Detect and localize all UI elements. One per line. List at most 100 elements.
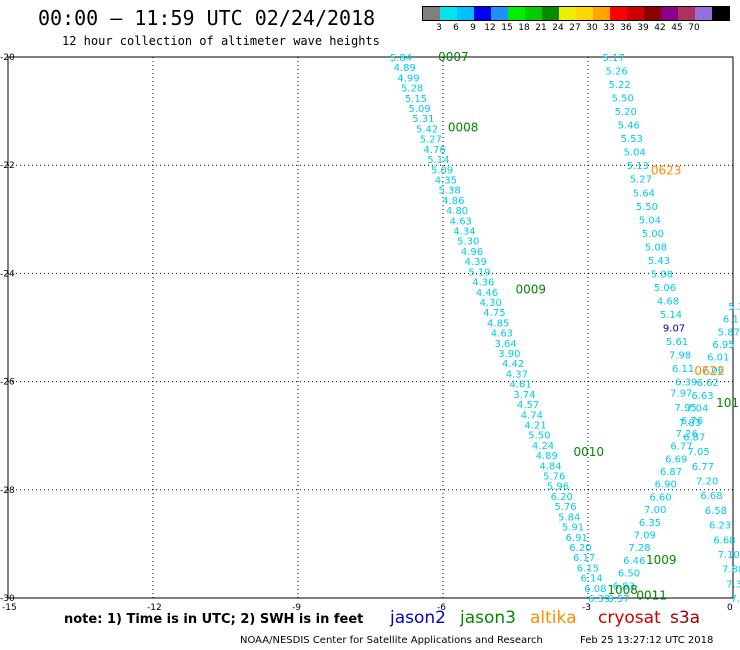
swh-value: 4.21	[524, 420, 546, 431]
swh-value: 7.83	[679, 418, 701, 429]
color-swatch	[525, 7, 542, 20]
y-tick-label: -30	[0, 594, 15, 604]
color-scale-tick: 36	[620, 23, 632, 33]
color-swatch	[678, 7, 695, 20]
color-scale-tick: 15	[501, 23, 513, 33]
swh-value: 6.77	[692, 462, 714, 473]
swh-value: 4.35	[435, 175, 457, 186]
color-swatch	[457, 7, 474, 20]
color-swatch	[644, 7, 661, 20]
color-scale-tick: 33	[603, 23, 615, 33]
swh-value: 7.10	[718, 550, 740, 561]
color-swatch	[610, 7, 627, 20]
pass-number-label: 0011	[636, 588, 667, 602]
swh-value: 6.62	[697, 378, 719, 389]
color-swatch	[542, 7, 559, 20]
swh-value: 3.64	[495, 339, 517, 350]
swh-value: 6.11	[672, 364, 694, 375]
swh-value: 5.15	[405, 94, 427, 105]
swh-value: 4.99	[397, 73, 419, 84]
x-tick-label: -9	[292, 603, 301, 613]
swh-value: 4.30	[480, 298, 502, 309]
swh-value: 5.42	[416, 124, 438, 135]
swh-value: 6.76	[681, 416, 703, 427]
swh-value: 6.15	[577, 563, 599, 574]
color-swatch	[695, 7, 712, 20]
legend-jason3: jason3	[460, 608, 516, 628]
swh-value: 7.95	[674, 403, 696, 414]
swh-value: 6.87	[683, 432, 705, 443]
swh-value: 4.36	[472, 278, 494, 289]
swh-value: 5.08	[651, 269, 673, 280]
swh-value: 7.37	[731, 594, 740, 605]
swh-value: 5.04	[639, 215, 661, 226]
legend-cryosat: cryosat	[598, 608, 661, 628]
pass-number-label: 0008	[448, 120, 479, 134]
swh-value: 4.68	[657, 296, 679, 307]
swh-value: 5.17	[603, 53, 625, 64]
swh-value: 4.57	[517, 400, 539, 411]
color-swatch	[491, 7, 508, 20]
swh-value: 6.50	[618, 569, 640, 580]
swh-value: 5.14	[427, 155, 449, 166]
swh-value: 4.76	[423, 145, 445, 156]
swh-value: 5.53	[621, 134, 643, 145]
swh-value: 6.87	[660, 467, 682, 478]
x-tick-label: -3	[582, 603, 591, 613]
swh-value: 6.01	[707, 353, 729, 364]
swh-value: 5.28	[401, 84, 423, 95]
swh-value: 6.95	[712, 340, 734, 351]
swh-value: 6.83	[613, 581, 635, 592]
swh-value: 6.57	[607, 594, 629, 605]
swh-value: 9.07	[663, 324, 685, 335]
swh-value: 6.35	[639, 518, 661, 529]
swh-value: 7.05	[687, 447, 709, 458]
swh-value: 7.88	[722, 565, 740, 576]
color-scale-tick: 9	[470, 23, 476, 33]
color-swatch	[593, 7, 610, 20]
swh-value: 6.68	[700, 491, 722, 502]
swh-value: 5.27	[420, 135, 442, 146]
pass-number-label: 0622	[694, 364, 725, 378]
swh-value: 5.31	[412, 114, 434, 125]
y-tick-label: -20	[0, 53, 15, 63]
page-title: 00:00 – 11:59 UTC 02/24/2018	[38, 6, 376, 30]
color-swatch	[440, 7, 457, 20]
map-frame	[7, 56, 734, 599]
swh-value: 5.09	[431, 165, 453, 176]
footer-credit: NOAA/NESDIS Center for Satellite Applica…	[240, 635, 543, 646]
swh-value: 4.74	[521, 410, 543, 421]
swh-value: 6.11	[723, 315, 740, 326]
pass-number-label: 0009	[516, 283, 547, 297]
color-scale-tick: 12	[484, 23, 496, 33]
swh-value: 5.50	[612, 94, 634, 105]
legend-s3a: s3a	[670, 608, 701, 628]
swh-value: 7.26	[676, 429, 698, 440]
x-tick-label: -6	[437, 603, 446, 613]
swh-value: 5.30	[457, 237, 479, 248]
legend-altika: altika	[530, 608, 577, 628]
footer-timestamp: Feb 25 13:27:12 UTC 2018	[580, 635, 714, 646]
color-scale-tick: 42	[654, 23, 666, 33]
color-swatch	[474, 7, 491, 20]
pass-number-label: 101	[716, 396, 739, 410]
swh-value: 5.22	[609, 80, 631, 91]
swh-value: 5.46	[618, 121, 640, 132]
swh-value: 5.08	[645, 242, 667, 253]
swh-value: 4.39	[465, 257, 487, 268]
swh-value: 5.13	[627, 161, 649, 172]
swh-value: 5.20	[615, 107, 637, 118]
pass-number-label: 0623	[651, 164, 682, 178]
swh-value: 6.60	[649, 492, 671, 503]
swh-value: 5.84	[558, 512, 580, 523]
swh-value: 5.27	[630, 175, 652, 186]
swh-value: 6.17	[573, 553, 595, 564]
swh-value: 7.98	[669, 351, 691, 362]
swh-value: 4.85	[487, 318, 509, 329]
swh-value: 4.63	[491, 329, 513, 340]
pass-number-label: 0007	[438, 50, 469, 64]
color-swatch	[559, 7, 576, 20]
color-scale-ticks: 3 6 9 12 15 18 21 24 27 30 33 36 39 42 45 70	[422, 21, 728, 33]
color-scale-tick: 70	[688, 23, 700, 33]
swh-value: 3.90	[498, 349, 520, 360]
